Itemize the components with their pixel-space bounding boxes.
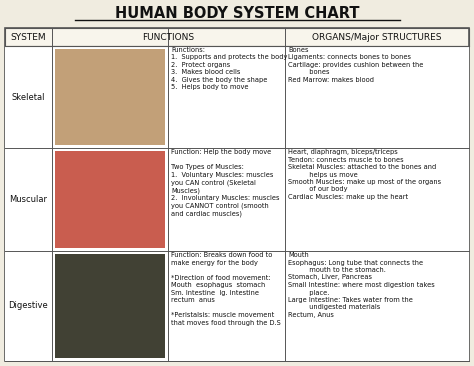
Bar <box>5 28 469 46</box>
Text: Bones
Ligaments: connects bones to bones
Cartilage: provides cushion between the: Bones Ligaments: connects bones to bones… <box>288 47 423 83</box>
Text: Skeletal: Skeletal <box>12 93 45 101</box>
Text: HUMAN BODY SYSTEM CHART: HUMAN BODY SYSTEM CHART <box>115 5 359 20</box>
Text: Function: Breaks down food to
make energy for the body

*Direction of food movem: Function: Breaks down food to make energ… <box>171 252 281 325</box>
Text: Functions:
1.  Supports and protects the body
2.  Protect organs
3.  Makes blood: Functions: 1. Supports and protects the … <box>171 47 287 90</box>
Text: Digestive: Digestive <box>9 302 48 310</box>
Text: FUNCTIONS: FUNCTIONS <box>143 33 194 41</box>
Bar <box>55 254 165 358</box>
Text: ORGANS/Major STRUCTURES: ORGANS/Major STRUCTURES <box>312 33 442 41</box>
Bar <box>55 151 165 248</box>
Text: Function: Help the body move

Two Types of Muscles:
1.  Voluntary Muscles: muscl: Function: Help the body move Two Types o… <box>171 149 280 217</box>
Bar <box>5 251 469 361</box>
Text: Muscular: Muscular <box>9 195 47 204</box>
Text: Mouth
Esophagus: Long tube that connects the
          mouth to the stomach.
Sto: Mouth Esophagus: Long tube that connects… <box>288 252 435 318</box>
Bar <box>5 46 469 148</box>
Text: SYSTEM: SYSTEM <box>11 33 46 41</box>
Bar <box>5 148 469 251</box>
Bar <box>55 49 165 145</box>
Text: Heart, diaphragm, biceps/triceps
Tendon: connects muscle to bones
Skeletal Muscl: Heart, diaphragm, biceps/triceps Tendon:… <box>288 149 441 200</box>
